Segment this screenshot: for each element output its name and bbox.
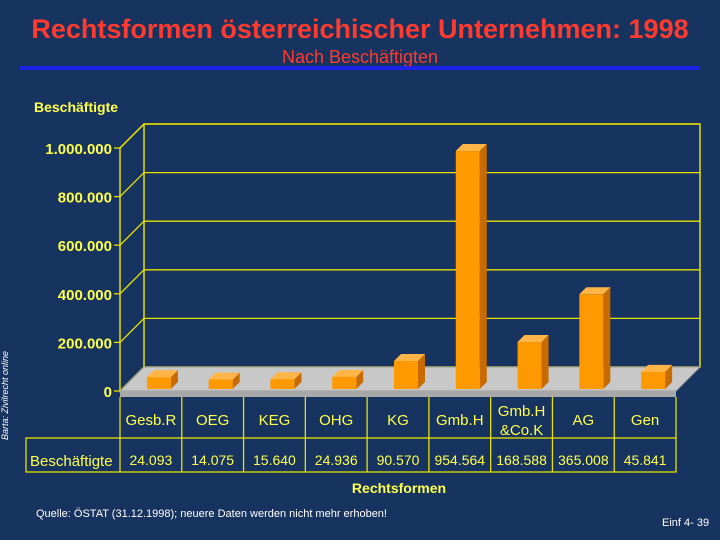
y-tick-label: 200.000: [58, 335, 112, 352]
x-category-label: &Co.K: [500, 422, 543, 439]
bar-side: [294, 372, 302, 389]
y-axis-title: Beschäftigte: [34, 99, 118, 115]
bar: [332, 376, 357, 389]
table-value: 168.588: [496, 452, 547, 468]
bar-top: [208, 372, 240, 380]
bar-top: [641, 364, 673, 372]
y-tick-label: 0: [104, 384, 112, 401]
bar: [641, 371, 666, 389]
bar: [208, 379, 233, 389]
bar: [146, 377, 171, 389]
table-value: 90.570: [377, 452, 420, 468]
bar: [455, 151, 480, 389]
bar-top: [394, 353, 425, 361]
bar: [579, 294, 604, 389]
title-underline: [20, 66, 700, 70]
y-tick-label: 1.000.000: [45, 141, 112, 158]
bar-top: [455, 144, 487, 152]
bar-side: [665, 364, 673, 389]
plot-wall-outline: [119, 123, 701, 393]
slide-subtitle: Nach Beschäftigten: [281, 47, 439, 67]
bar-top: [146, 370, 178, 378]
x-category-label: Gmb.H: [436, 412, 484, 429]
gridline: [119, 171, 700, 198]
chart-floor-edge: [120, 391, 676, 397]
page-number: Einf 4- 39: [662, 517, 710, 529]
x-category-label: Gen: [631, 412, 659, 429]
table-value: 15.640: [253, 452, 296, 468]
bar-side: [603, 287, 611, 389]
bar-side: [541, 335, 549, 389]
bar-top: [579, 287, 611, 295]
x-category-label: Gesb.R: [125, 412, 176, 429]
table-value: 24.093: [129, 452, 172, 468]
bar: [394, 360, 418, 389]
table-values-row: [25, 437, 677, 473]
bar-top: [332, 369, 364, 377]
bar-top: [517, 335, 549, 343]
gridline: [119, 317, 700, 343]
y-tick-label: 600.000: [58, 238, 112, 255]
table-row-label: Beschäftigte: [30, 453, 113, 470]
x-category-label: KG: [387, 412, 409, 429]
gridline: [119, 269, 700, 295]
slide-title: Rechtsformen österreichischer Unternehme…: [31, 14, 689, 44]
x-category-label: AG: [572, 412, 594, 429]
bar-side: [418, 353, 425, 389]
y-tick-label: 800.000: [58, 190, 112, 207]
source-note: Quelle: ÖSTAT (31.12.1998); neuere Daten…: [36, 508, 387, 520]
x-category-label: KEG: [259, 412, 291, 429]
bar-side: [170, 370, 178, 389]
x-category-label: OEG: [196, 412, 229, 429]
gridline: [119, 220, 700, 246]
table-value: 954.564: [434, 452, 485, 468]
x-category-label: Gmb.H: [498, 403, 546, 420]
bar-side: [479, 144, 487, 389]
bar-side: [356, 369, 364, 389]
bar: [270, 379, 295, 389]
y-tick-label: 400.000: [58, 287, 112, 304]
table-value: 45.841: [624, 452, 667, 468]
x-axis-title: Rechtsformen: [352, 480, 446, 496]
table-value: 365.008: [558, 452, 609, 468]
table-value: 24.936: [315, 452, 358, 468]
gridline: [119, 123, 700, 149]
table-value: 14.075: [191, 452, 234, 468]
bar-top: [270, 372, 302, 380]
bar: [517, 342, 542, 389]
bar-side: [232, 372, 240, 389]
x-category-label: OHG: [319, 412, 353, 429]
